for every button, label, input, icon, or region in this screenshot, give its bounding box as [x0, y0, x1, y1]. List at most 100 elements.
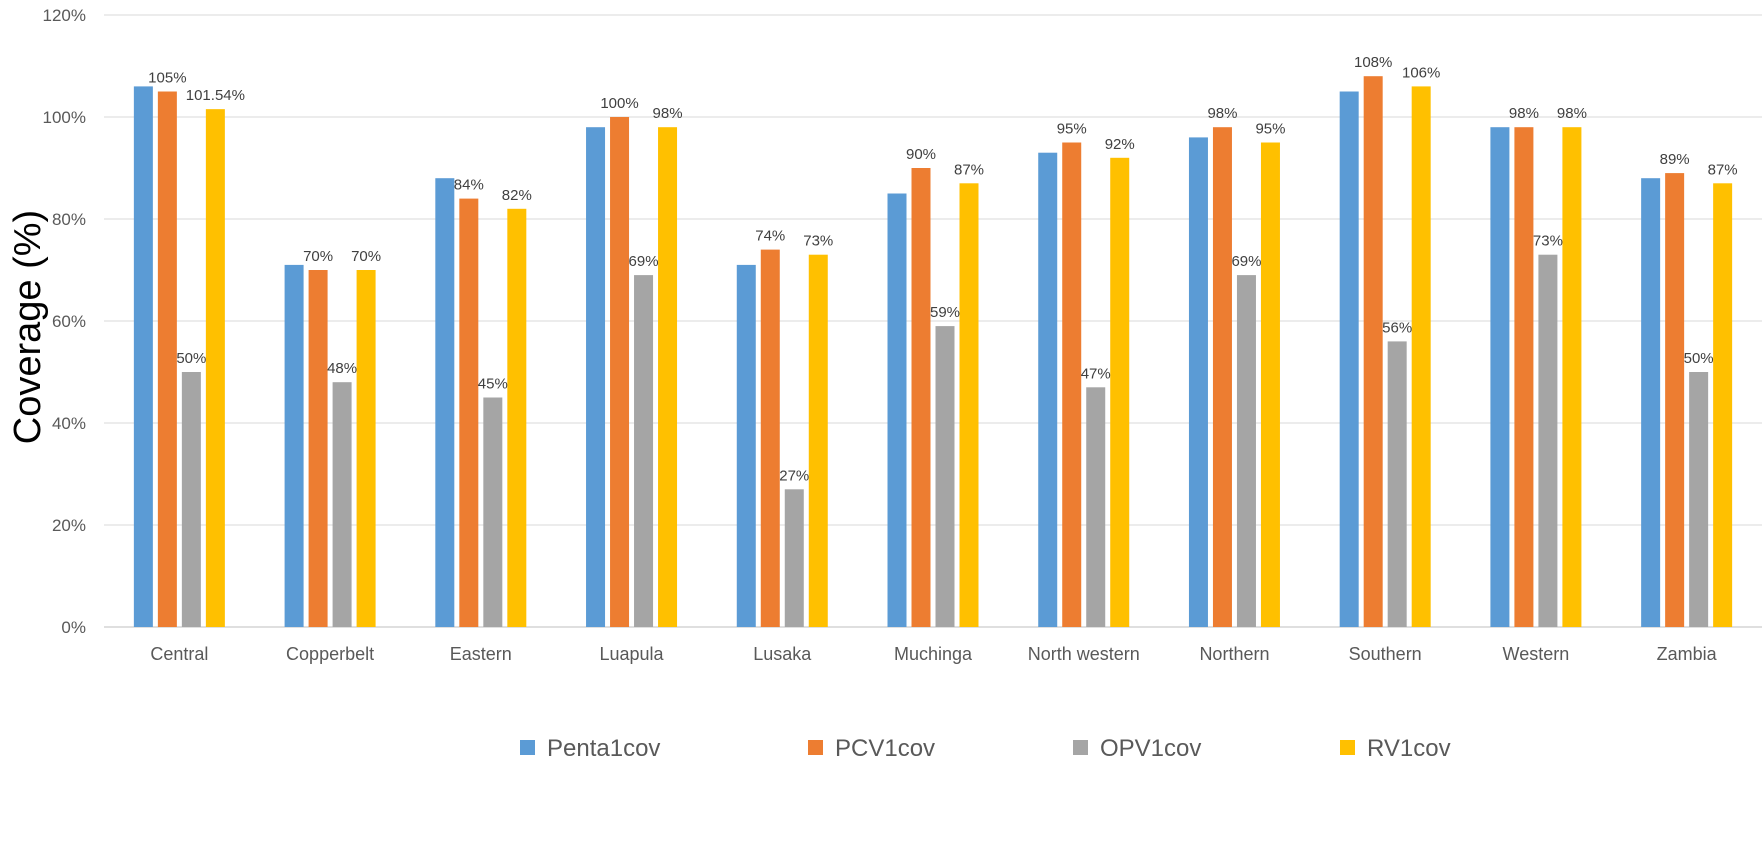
bar-rv1cov-lusaka	[808, 254, 828, 627]
bar-penta1cov-eastern	[435, 178, 455, 627]
data-label: 27%	[779, 467, 809, 484]
y-tick-label: 120%	[43, 6, 86, 25]
bars	[133, 76, 1733, 628]
bar-rv1cov-eastern	[507, 208, 527, 628]
data-label: 108%	[1354, 54, 1392, 71]
data-label: 100%	[600, 95, 638, 112]
bar-rv1cov-western	[1562, 127, 1582, 627]
data-label: 50%	[1684, 350, 1714, 367]
y-tick-label: 80%	[52, 210, 86, 229]
bar-penta1cov-copperbelt	[284, 264, 304, 627]
x-tick-label: North western	[1028, 644, 1140, 664]
data-label: 73%	[1533, 233, 1563, 250]
bar-pcv1cov-northern	[1212, 127, 1232, 627]
legend: Penta1cov PCV1cov OPV1cov RV1cov	[520, 735, 1451, 762]
data-label: 98%	[1207, 105, 1237, 122]
bar-rv1cov-southern	[1411, 86, 1431, 627]
bar-rv1cov-northern	[1260, 142, 1280, 627]
x-tick-label: Eastern	[450, 644, 512, 664]
bar-pcv1cov-copperbelt	[308, 270, 328, 627]
data-label: 95%	[1255, 121, 1285, 138]
gridlines	[104, 14, 1762, 628]
legend-swatch	[520, 740, 535, 755]
y-tick-label: 40%	[52, 414, 86, 433]
bar-pcv1cov-zambia	[1665, 173, 1685, 627]
bar-opv1cov-luapula	[634, 275, 654, 627]
data-label: 50%	[176, 350, 206, 367]
x-tick-label: Muchinga	[894, 644, 973, 664]
bar-rv1cov-luapula	[658, 127, 678, 627]
y-axis-ticks: 0% 20% 40% 60% 80% 100% 120%	[43, 6, 86, 637]
legend-label: RV1cov	[1367, 735, 1451, 762]
x-tick-label: Central	[150, 644, 208, 664]
bar-penta1cov-luapula	[586, 127, 606, 627]
data-label: 84%	[454, 177, 484, 194]
bar-pcv1cov-central	[157, 91, 177, 627]
bar-pcv1cov-north-western	[1062, 142, 1082, 627]
data-label: 69%	[629, 253, 659, 270]
bar-pcv1cov-muchinga	[911, 168, 931, 627]
x-tick-label: Luapula	[600, 644, 665, 664]
x-tick-label: Southern	[1349, 644, 1422, 664]
data-label: 56%	[1382, 319, 1412, 336]
x-tick-label: Western	[1503, 644, 1570, 664]
x-tick-label: Copperbelt	[286, 644, 374, 664]
x-tick-label: Zambia	[1657, 644, 1718, 664]
legend-label: Penta1cov	[547, 735, 660, 762]
bar-opv1cov-north-western	[1086, 387, 1106, 627]
data-label: 98%	[1509, 105, 1539, 122]
data-label: 87%	[1708, 161, 1738, 178]
bar-opv1cov-western	[1538, 254, 1558, 627]
bar-pcv1cov-southern	[1363, 76, 1383, 627]
bar-opv1cov-eastern	[483, 397, 503, 627]
data-label: 69%	[1231, 253, 1261, 270]
bar-opv1cov-lusaka	[784, 489, 804, 627]
data-label: 70%	[351, 248, 381, 265]
bar-rv1cov-muchinga	[959, 183, 979, 628]
bar-pcv1cov-eastern	[459, 198, 479, 627]
bar-rv1cov-central	[205, 109, 225, 627]
bar-pcv1cov-luapula	[610, 117, 630, 627]
bar-penta1cov-western	[1490, 127, 1510, 627]
bar-penta1cov-lusaka	[736, 264, 756, 627]
data-label: 105%	[148, 70, 186, 87]
legend-swatch	[1073, 740, 1088, 755]
bar-penta1cov-northern	[1188, 137, 1208, 627]
x-tick-label: Northern	[1199, 644, 1269, 664]
data-label: 74%	[755, 228, 785, 245]
y-tick-label: 60%	[52, 312, 86, 331]
bar-opv1cov-copperbelt	[332, 382, 352, 627]
data-label: 87%	[954, 161, 984, 178]
data-label: 101.54%	[186, 87, 245, 104]
data-label: 106%	[1402, 64, 1440, 81]
data-label: 73%	[803, 233, 833, 250]
data-label: 98%	[1557, 105, 1587, 122]
x-axis-ticks: Central Copperbelt Eastern Luapula Lusaka Muc…	[150, 644, 1717, 664]
data-label: 59%	[930, 304, 960, 321]
bar-penta1cov-zambia	[1641, 178, 1661, 627]
y-tick-label: 0%	[61, 618, 86, 637]
data-label: 92%	[1105, 136, 1135, 153]
data-labels: 105% 50% 101.54% 70% 48% 70% 84% 45% 82% 100% 69% 9…	[148, 54, 1737, 484]
data-label: 70%	[303, 248, 333, 265]
bar-opv1cov-zambia	[1689, 372, 1709, 627]
bar-rv1cov-north-western	[1110, 157, 1130, 628]
bar-pcv1cov-western	[1514, 127, 1534, 627]
bar-opv1cov-northern	[1236, 275, 1256, 627]
legend-label: PCV1cov	[835, 735, 935, 762]
legend-swatch	[1340, 740, 1355, 755]
legend-swatch	[808, 740, 823, 755]
bar-penta1cov-central	[133, 86, 153, 627]
data-label: 48%	[327, 360, 357, 377]
bar-penta1cov-muchinga	[887, 193, 907, 627]
data-label: 45%	[478, 376, 508, 393]
bar-pcv1cov-lusaka	[760, 249, 780, 627]
x-tick-label: Lusaka	[753, 644, 812, 664]
data-label: 95%	[1057, 121, 1087, 138]
bar-opv1cov-southern	[1387, 341, 1407, 627]
bar-penta1cov-north-western	[1038, 152, 1058, 627]
data-label: 47%	[1081, 365, 1111, 382]
bar-opv1cov-central	[181, 372, 201, 627]
